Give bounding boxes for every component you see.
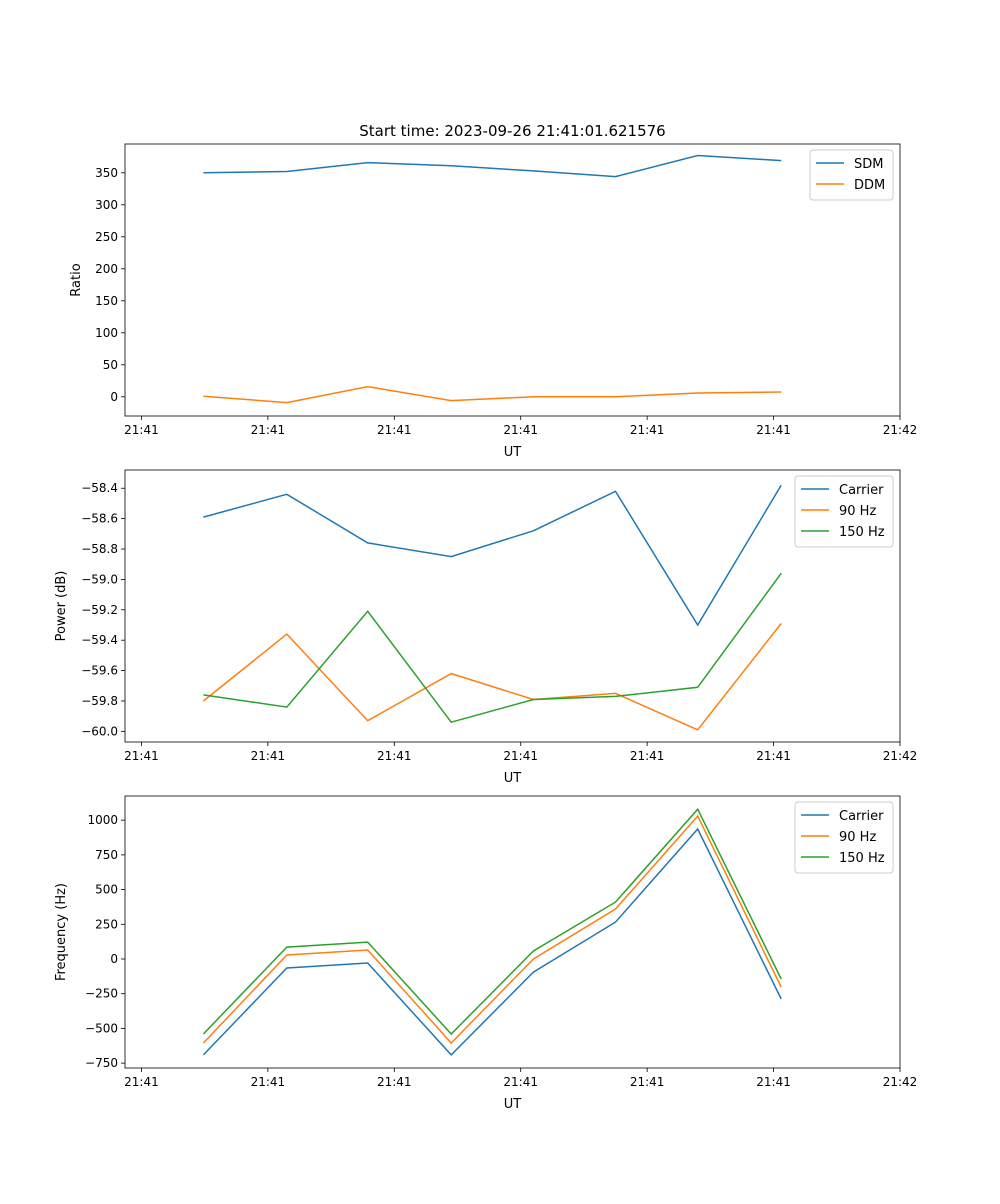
y-tick-label: −500	[85, 1021, 118, 1035]
axes-frame	[124, 143, 901, 417]
x-tick-label: 21:41	[377, 749, 412, 763]
x-tick-label: 21:41	[124, 749, 159, 763]
x-tick-label: 21:41	[630, 749, 665, 763]
x-tick-label: 21:41	[503, 1075, 538, 1089]
x-tick-label: 21:42	[883, 423, 918, 437]
axes-frame	[124, 795, 901, 1069]
legend-label: 90 Hz	[839, 830, 876, 845]
y-tick-label: 500	[95, 883, 118, 897]
y-tick-label: 250	[95, 917, 118, 931]
y-tick-label: 1000	[87, 813, 118, 827]
x-tick-label: 21:41	[124, 423, 159, 437]
x-tick-label: 21:41	[251, 423, 286, 437]
x-tick-label: 21:41	[251, 1075, 286, 1089]
legend-label: DDM	[854, 178, 885, 193]
legend: SDM DDM	[809, 149, 894, 201]
y-tick-label: −59.4	[81, 633, 118, 647]
series-line-150-hz	[202, 807, 782, 1036]
y-tick-label: 100	[95, 326, 118, 340]
chart-title: Start time: 2023-09-26 21:41:01.621576	[359, 122, 665, 140]
y-tick-label: −60.0	[81, 724, 118, 738]
y-tick-label: −59.2	[81, 603, 118, 617]
x-axis-label: UT	[504, 771, 522, 786]
series-line-sdm	[203, 154, 782, 178]
x-tick-label: 21:41	[503, 749, 538, 763]
legend-label: SDM	[854, 157, 883, 172]
series-line-150-hz	[203, 572, 782, 724]
series-line-ddm	[203, 385, 782, 404]
axes-frame	[124, 469, 901, 743]
legend-label: 150 Hz	[839, 525, 885, 540]
x-tick-label: 21:42	[883, 749, 918, 763]
y-tick-label: 350	[95, 166, 118, 180]
y-tick-label: −58.4	[81, 481, 118, 495]
x-tick-label: 21:41	[503, 423, 538, 437]
x-tick-label: 21:42	[883, 1075, 918, 1089]
y-axis-label: Frequency (Hz)	[54, 883, 69, 981]
x-axis-label: UT	[504, 1097, 522, 1112]
y-tick-label: 0	[110, 390, 118, 404]
x-tick-label: 21:41	[630, 423, 665, 437]
legend-box	[794, 801, 894, 874]
y-tick-label: 250	[95, 230, 118, 244]
y-tick-label: −250	[85, 987, 118, 1001]
x-tick-label: 21:41	[124, 1075, 159, 1089]
y-tick-label: 200	[95, 262, 118, 276]
series-line-carrier	[203, 484, 782, 627]
y-tick-label: −59.8	[81, 694, 118, 708]
series-line-carrier	[202, 827, 782, 1056]
y-tick-label: 0	[110, 952, 118, 966]
legend-label: Carrier	[839, 483, 884, 498]
x-tick-label: 21:41	[377, 1075, 412, 1089]
x-tick-label: 21:41	[377, 423, 412, 437]
y-tick-label: −58.6	[81, 512, 118, 526]
y-tick-label: 300	[95, 198, 118, 212]
y-tick-label: 750	[95, 848, 118, 862]
legend-label: 90 Hz	[839, 504, 876, 519]
series-line-90-hz	[202, 814, 782, 1045]
subplot-3: 21:41 21:41 21:41 21:41 21:41 21:41 21:42 −750 −…	[54, 795, 918, 1112]
legend-label: Carrier	[839, 809, 884, 824]
x-tick-label: 21:41	[251, 749, 286, 763]
legend-box	[794, 475, 894, 548]
subplot-1: Start time: 2023-09-26 21:41:01.621576 21…	[69, 122, 917, 460]
y-tick-label: −59.0	[81, 572, 118, 586]
legend: Carrier 90 Hz 150 Hz	[794, 475, 894, 548]
legend-label: 150 Hz	[839, 851, 885, 866]
y-axis-label: Power (dB)	[54, 571, 69, 642]
x-tick-label: 21:41	[630, 1075, 665, 1089]
y-tick-label: 150	[95, 294, 118, 308]
y-tick-label: −58.8	[81, 542, 118, 556]
x-axis-label: UT	[504, 445, 522, 460]
y-axis-label: Ratio	[69, 263, 84, 296]
legend: Carrier 90 Hz 150 Hz	[794, 801, 894, 874]
y-tick-label: 50	[103, 358, 118, 372]
y-tick-label: −750	[85, 1056, 118, 1070]
y-tick-label: −59.6	[81, 664, 118, 678]
x-tick-label: 21:41	[756, 1075, 791, 1089]
subplot-2: 21:41 21:41 21:41 21:41 21:41 21:41 21:42 −60.0…	[54, 469, 918, 786]
series-line-90-hz	[202, 623, 782, 731]
x-tick-label: 21:41	[756, 423, 791, 437]
x-tick-label: 21:41	[756, 749, 791, 763]
